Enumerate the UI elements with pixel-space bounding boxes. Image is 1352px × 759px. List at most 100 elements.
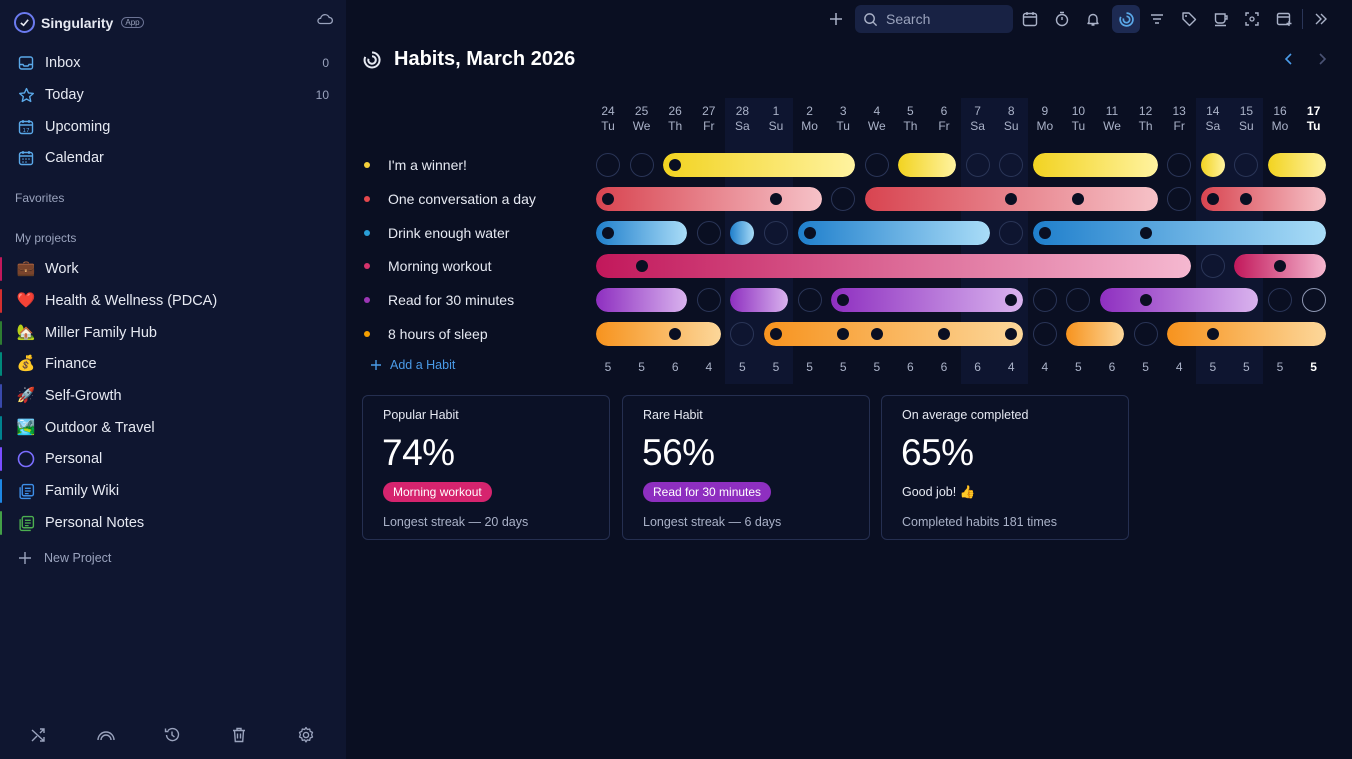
habit-day-toggle[interactable] — [696, 288, 721, 313]
habit-day-toggle[interactable] — [696, 220, 721, 245]
habit-day-toggle[interactable] — [864, 153, 889, 177]
next-period-button[interactable] — [1316, 52, 1328, 71]
habit-day-toggle[interactable] — [1200, 254, 1225, 279]
habit-streak[interactable] — [1200, 186, 1326, 211]
streak-marker — [602, 192, 614, 205]
habit-streak[interactable] — [596, 322, 721, 346]
habit-color-dot — [364, 297, 370, 304]
habit-row[interactable]: Morning workout — [364, 254, 492, 278]
app-name: Singularity — [41, 14, 114, 31]
habit-row[interactable]: 8 hours of sleep — [364, 322, 488, 346]
project-finance[interactable]: 💰 Finance — [0, 349, 346, 379]
nav-inbox[interactable]: Inbox 0 — [0, 48, 346, 78]
habit-day-toggle[interactable] — [831, 186, 856, 211]
favorites-heading[interactable]: Favorites — [15, 191, 65, 205]
habit-streak[interactable] — [764, 322, 1024, 346]
nav-calendar[interactable]: Calendar — [0, 143, 346, 173]
focus-button[interactable] — [1238, 5, 1266, 33]
habit-streak[interactable] — [1066, 322, 1124, 346]
habit-streak[interactable] — [596, 254, 1192, 279]
previous-period-button[interactable] — [1283, 52, 1295, 71]
habit-color-dot — [364, 162, 370, 168]
new-window-button[interactable] — [1270, 5, 1298, 33]
habit-day-toggle[interactable] — [999, 220, 1024, 245]
habit-row[interactable]: Drink enough water — [364, 221, 509, 245]
project-label: Self-Growth — [45, 388, 122, 404]
tags-button[interactable] — [1175, 5, 1203, 33]
notes-icon — [16, 513, 36, 533]
habit-row[interactable]: Read for 30 minutes — [364, 288, 514, 312]
habit-badge[interactable]: Read for 30 minutes — [643, 482, 772, 502]
habits-button[interactable] — [1112, 5, 1140, 33]
habit-day-toggle[interactable] — [1234, 153, 1259, 177]
project-personal-notes[interactable]: Personal Notes — [0, 508, 346, 538]
habit-row[interactable]: I'm a winner! — [364, 153, 467, 177]
history-icon[interactable] — [163, 726, 181, 749]
habit-day-toggle[interactable] — [730, 322, 755, 346]
habit-day-toggle[interactable] — [999, 153, 1024, 177]
collapse-panel-button[interactable] — [1307, 5, 1335, 33]
habit-day-toggle[interactable] — [1032, 322, 1057, 346]
habit-streak[interactable] — [730, 288, 788, 313]
trash-icon[interactable] — [230, 726, 248, 749]
habit-day-toggle[interactable] — [629, 153, 654, 177]
notifications-button[interactable] — [1079, 5, 1107, 33]
break-button[interactable] — [1207, 5, 1235, 33]
star-icon — [17, 86, 35, 104]
habit-streak[interactable] — [1200, 153, 1225, 177]
habit-streak[interactable] — [1032, 220, 1326, 245]
add-habit-button[interactable]: Add a Habit — [370, 358, 455, 372]
project-family-wiki[interactable]: Family Wiki — [0, 476, 346, 506]
timer-button[interactable] — [1048, 5, 1076, 33]
search-input[interactable]: Search — [855, 5, 1013, 33]
project-miller-family-hub[interactable]: 🏡 Miller Family Hub — [0, 318, 346, 348]
habit-streak[interactable] — [1268, 153, 1326, 177]
habit-streak[interactable] — [797, 220, 990, 245]
habit-day-toggle[interactable] — [1167, 153, 1192, 177]
day-weekday: Mo — [801, 119, 818, 133]
chevron-left-icon — [1284, 53, 1292, 65]
habit-streak[interactable] — [596, 186, 822, 211]
habit-day-toggle[interactable] — [1268, 288, 1292, 313]
habit-day-toggle[interactable] — [1133, 322, 1158, 346]
project-personal[interactable]: Personal — [0, 444, 346, 474]
habit-row[interactable]: One conversation a day — [364, 187, 536, 211]
habit-streak[interactable] — [1100, 288, 1259, 313]
new-project-button[interactable]: New Project — [18, 551, 111, 565]
day-weekday: Tu — [1071, 119, 1086, 133]
habit-streak[interactable] — [831, 288, 1024, 313]
project-self-growth[interactable]: 🚀 Self-Growth — [0, 381, 346, 411]
calendar-button[interactable] — [1016, 5, 1044, 33]
day-weekday: Su — [768, 119, 784, 133]
habit-streak[interactable] — [730, 220, 755, 245]
habit-day-toggle[interactable] — [764, 220, 788, 245]
nav-upcoming[interactable]: 17 Upcoming — [0, 112, 346, 142]
filter-button[interactable] — [1143, 5, 1171, 33]
shuffle-icon[interactable] — [30, 726, 48, 749]
habit-streak[interactable] — [1032, 153, 1158, 177]
cloud-sync-icon[interactable] — [316, 11, 334, 32]
habit-streak[interactable] — [663, 153, 856, 177]
nav-today[interactable]: Today 10 — [0, 80, 346, 110]
project-health-wellness[interactable]: ❤️ Health & Wellness (PDCA) — [0, 286, 346, 316]
habit-day-toggle[interactable] — [596, 153, 620, 177]
add-button[interactable] — [822, 5, 850, 33]
habit-streak[interactable] — [898, 153, 956, 177]
project-work[interactable]: 💼 Work — [0, 254, 346, 284]
gear-icon[interactable] — [297, 726, 315, 749]
habit-streak[interactable] — [596, 288, 688, 313]
habit-day-toggle[interactable] — [797, 288, 822, 313]
projects-heading[interactable]: My projects — [15, 231, 77, 245]
habit-streak[interactable] — [1167, 322, 1326, 346]
habits-arc-icon[interactable] — [96, 726, 116, 749]
habit-day-toggle[interactable] — [1032, 288, 1057, 313]
brand[interactable]: Singularity App — [14, 12, 144, 33]
project-outdoor-travel[interactable]: 🏞️ Outdoor & Travel — [0, 413, 346, 443]
habit-day-toggle[interactable] — [965, 153, 990, 177]
app-badge: App — [121, 17, 144, 28]
habit-day-toggle[interactable] — [1301, 288, 1326, 313]
day-completion-count: 6 — [671, 360, 679, 374]
habit-day-toggle[interactable] — [1066, 288, 1091, 313]
habit-day-toggle[interactable] — [1167, 186, 1192, 211]
habit-badge[interactable]: Morning workout — [383, 482, 492, 502]
